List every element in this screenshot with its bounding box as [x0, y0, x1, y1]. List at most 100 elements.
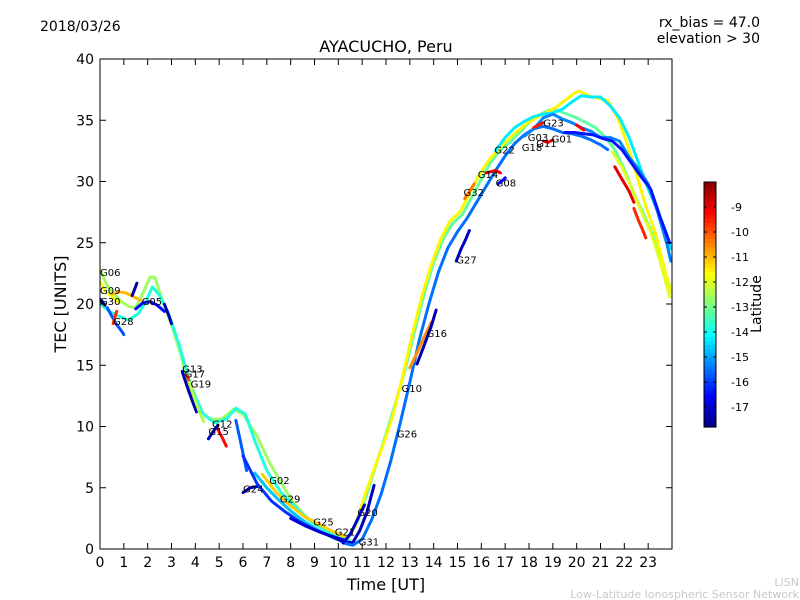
x-tick-label: 12 — [377, 555, 395, 571]
colorbar-cell — [704, 329, 716, 334]
colorbar-cell — [704, 218, 716, 224]
colorbar-cell — [704, 312, 716, 318]
x-tick-label: 20 — [568, 555, 586, 571]
satellite-label-g06: G06 — [100, 268, 120, 279]
tec-track-29 — [610, 150, 672, 299]
tec-track-13 — [187, 380, 206, 424]
x-tick-label: 15 — [449, 555, 467, 571]
colorbar-cell — [704, 190, 716, 195]
colorbar-cell — [704, 202, 716, 208]
satellite-label-g11: G11 — [536, 139, 556, 150]
footer-lisn: LISN — [774, 576, 799, 589]
tec-track-11 — [180, 369, 198, 414]
colorbar-tick-label: -9 — [731, 201, 742, 214]
satellite-label-g03: G03 — [528, 133, 548, 144]
tec-track-28 — [563, 131, 672, 245]
colorbar-cell — [704, 378, 716, 383]
satellite-label-g23: G23 — [543, 118, 563, 129]
colorbar-gradient — [704, 182, 716, 428]
colorbar-cell — [704, 349, 716, 355]
colorbar-cell — [704, 198, 716, 204]
colorbar-ticks: -9 -10 -11 -12 -13 -14 -15 -16 -17 — [704, 201, 749, 414]
colorbar-tick-label: -14 — [731, 326, 749, 339]
tec-track-4 — [110, 290, 142, 302]
x-tick-label: 3 — [167, 555, 176, 571]
x-tick-label: 22 — [615, 555, 633, 571]
colorbar-cell — [704, 206, 716, 212]
colorbar-cell — [704, 353, 716, 359]
y-tick-label: 20 — [76, 297, 94, 313]
y-tick-label: 10 — [76, 420, 94, 436]
colorbar-cell — [704, 357, 716, 363]
tec-track-7 — [130, 281, 139, 297]
satellite-label-g24: G24 — [243, 485, 263, 496]
colorbar-cell — [704, 369, 716, 375]
colorbar-cell — [704, 365, 716, 371]
colorbar-cell — [704, 308, 716, 314]
tec-track-25 — [353, 89, 672, 529]
series-layer — [100, 89, 672, 547]
satellite-label-g27: G27 — [456, 256, 476, 267]
x-tick-label: 4 — [191, 555, 200, 571]
satellite-label-g21: G21 — [335, 528, 355, 539]
colorbar-cell — [704, 210, 716, 216]
satellite-label-g18: G18 — [522, 143, 542, 154]
tec-track-36 — [463, 182, 476, 201]
y-tick-label: 0 — [85, 542, 94, 558]
colorbar-cell — [704, 402, 716, 408]
colorbar-cell — [704, 275, 716, 281]
satellite-label-g05: G05 — [142, 297, 162, 308]
tec-track-34 — [532, 121, 545, 130]
colorbar-cell — [704, 231, 716, 236]
colorbar-cell — [704, 361, 716, 367]
y-tick-label: 35 — [76, 113, 94, 129]
rx-bias-label: rx_bias = 47.0 — [659, 15, 760, 31]
colorbar-cell — [704, 284, 716, 289]
colorbar-cell — [704, 243, 716, 248]
colorbar-cell — [704, 263, 716, 269]
satellite-label-g09: G09 — [100, 286, 120, 297]
colorbar-cell — [704, 235, 716, 240]
colorbar-cell — [704, 214, 716, 220]
x-axis-ticks: 0 1 2 3 4 5 6 7 8 9 10 11 12 13 14 15 16 17 18 19 20 21 22 23 — [96, 59, 657, 571]
colorbar-cell — [704, 333, 716, 338]
tec-track-14 — [215, 426, 228, 448]
x-tick-label: 19 — [544, 555, 562, 571]
colorbar-cell — [704, 304, 716, 310]
colorbar-cell — [704, 406, 716, 412]
satellite-label-g26: G26 — [397, 430, 417, 441]
colorbar-cell — [704, 194, 716, 199]
chart-title: AYACUCHO, Peru — [319, 37, 452, 56]
colorbar-cell — [704, 390, 716, 395]
colorbar-tick-label: -10 — [731, 226, 749, 239]
colorbar-cell — [704, 239, 716, 244]
satellite-label-g17: G17 — [185, 370, 205, 381]
x-tick-label: 11 — [353, 555, 371, 571]
y-tick-label: 25 — [76, 236, 94, 252]
colorbar-cell — [704, 288, 716, 293]
elevation-label: elevation > 30 — [657, 31, 760, 47]
tec-track-1 — [100, 268, 352, 542]
y-tick-label: 5 — [85, 481, 94, 497]
colorbar-cell — [704, 398, 716, 404]
colorbar-cell — [704, 182, 716, 187]
colorbar-cell — [704, 247, 716, 253]
x-tick-label: 5 — [215, 555, 224, 571]
x-tick-label: 21 — [592, 555, 610, 571]
x-tick-label: 9 — [310, 555, 319, 571]
tec-track-9 — [111, 309, 119, 326]
colorbar-cell — [704, 251, 716, 257]
satellite-label-g29: G29 — [280, 494, 300, 505]
colorbar-label: Latitude — [749, 275, 765, 333]
colorbar-cell — [704, 324, 716, 330]
tec-track-32 — [575, 123, 586, 132]
satellite-label-g02: G02 — [269, 476, 289, 487]
x-tick-label: 6 — [239, 555, 248, 571]
x-tick-label: 13 — [401, 555, 419, 571]
colorbar-cell — [704, 259, 716, 265]
colorbar-cell — [704, 320, 716, 326]
colorbar-cell — [704, 222, 716, 228]
tec-track-8 — [105, 306, 126, 337]
satellite-label-g19: G19 — [191, 379, 211, 390]
satellite-label-g12: G12 — [212, 420, 232, 431]
